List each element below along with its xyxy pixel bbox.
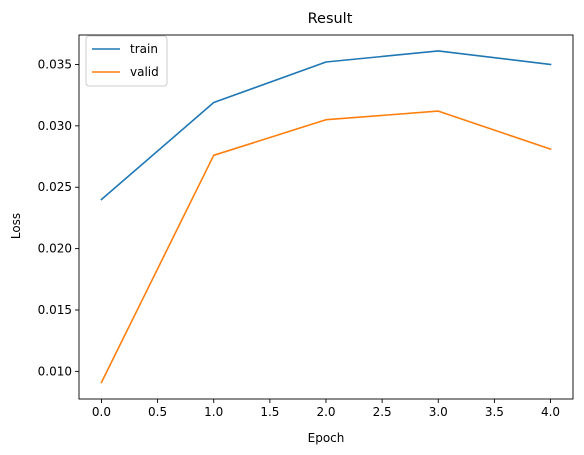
legend: train valid [85,35,168,87]
legend-label-valid: valid [130,65,159,79]
x-tick-label: 0.5 [148,405,167,419]
x-tick-label: 3.0 [429,405,448,419]
legend-label-train: train [130,42,158,56]
x-tick-label: 1.0 [204,405,223,419]
plot-area: 0.0 0.5 1.0 1.5 2.0 2.5 3.0 3.5 4.0 0.0100.0150.… [38,34,574,419]
series-layer [100,50,552,384]
y-axis-label: Loss [9,213,23,239]
x-tick-label: 2.5 [373,405,392,419]
x-tick-label: 1.5 [260,405,279,419]
x-tick-label: 2.0 [316,405,335,419]
y-tick-label: 0.010 [38,364,72,378]
y-axis-ticks: 0.010 0.015 0.020 0.025 0.030 0.035 [38,57,79,378]
x-tick-label: 4.0 [541,405,560,419]
y-tick-label: 0.025 [38,180,72,194]
y-tick-label: 0.015 [38,303,72,317]
y-tick-label: 0.020 [38,242,72,256]
plot-frame [78,34,574,400]
series-line-valid [100,110,552,384]
x-axis-ticks: 0.0 0.5 1.0 1.5 2.0 2.5 3.0 3.5 4.0 [92,399,560,419]
chart-title: Result [308,11,353,27]
y-tick-label: 0.030 [38,119,72,133]
y-tick-label: 0.035 [38,57,72,71]
x-tick-label: 3.5 [485,405,504,419]
x-tick-label: 0.0 [92,405,111,419]
x-axis-label: Epoch [308,431,345,445]
series-line-train [100,50,552,201]
